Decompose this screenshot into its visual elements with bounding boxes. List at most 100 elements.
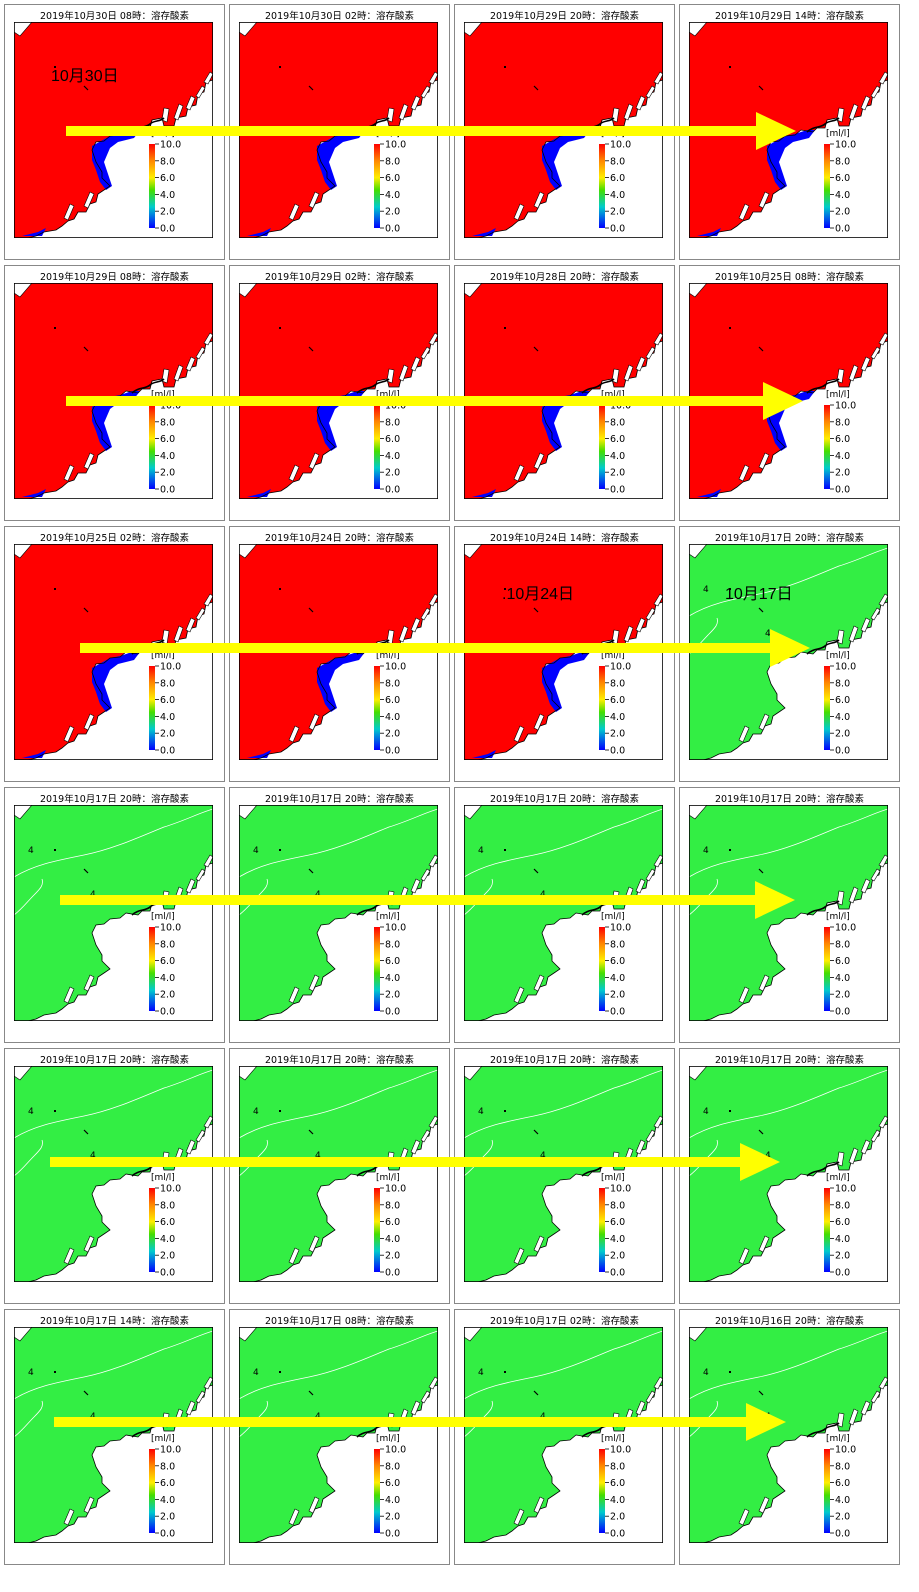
- colorbar-tick-label: 0.0: [385, 1007, 400, 1018]
- contour-label: 4: [703, 585, 709, 595]
- panel-title: 2019年10月17日 20時：溶存酸素: [265, 1055, 414, 1066]
- colorbar-tick-label: 10.0: [835, 1445, 856, 1456]
- colorbar-tick-label: 10.0: [160, 401, 181, 412]
- colorbar-tick-label: 6.0: [835, 956, 850, 967]
- unit-label: [ml/l]: [601, 1434, 625, 1444]
- colorbar-tick-label: 0.0: [610, 224, 625, 235]
- colorbar-tick-label: 10.0: [610, 401, 631, 412]
- colorbar: 10.0 8.0 6.0 4.0 2.0 0.0: [824, 140, 856, 235]
- colorbar-tick-label: 10.0: [610, 923, 631, 934]
- colorbar-tick-label: 2.0: [385, 729, 400, 740]
- colorbar-tick-label: 10.0: [610, 140, 631, 151]
- panel-title: 2019年10月29日 20時：溶存酸素: [490, 11, 639, 22]
- colorbar-tick-label: 6.0: [610, 956, 625, 967]
- panel-title: 2019年10月28日 20時：溶存酸素: [490, 272, 639, 283]
- colorbar: 10.0 8.0 6.0 4.0 2.0 0.0: [824, 401, 856, 496]
- contour-line: [464, 808, 663, 878]
- colorbar-tick-label: 4.0: [835, 973, 850, 984]
- colorbar-tick-label: 0.0: [160, 485, 175, 496]
- colorbar-tick-label: 10.0: [385, 662, 406, 673]
- colorbar-tick-label: 6.0: [610, 695, 625, 706]
- colorbar-tick-label: 4.0: [385, 1234, 400, 1245]
- colorbar-tick-label: 4.0: [610, 451, 625, 462]
- unit-label: [ml/l]: [601, 1173, 625, 1183]
- colorbar-tick-label: 8.0: [385, 1200, 400, 1211]
- colorbar-tick-label: 10.0: [160, 662, 181, 673]
- contour-label: 4: [253, 1368, 259, 1378]
- annotation-oct24: .10月24日: [502, 586, 575, 603]
- colorbar-tick-label: 10.0: [610, 662, 631, 673]
- colorbar-tick-label: 6.0: [160, 956, 175, 967]
- colorbar-tick-label: 6.0: [160, 434, 175, 445]
- colorbar-tick-label: 2.0: [160, 1251, 175, 1262]
- colorbar-tick-label: 8.0: [385, 939, 400, 950]
- contour-line: [239, 808, 438, 878]
- annotation-oct17: 10月17日: [725, 586, 793, 603]
- bay-map: 44: [464, 1066, 663, 1282]
- bay-map: 44: [239, 805, 438, 1021]
- colorbar-tick-label: 0.0: [385, 1529, 400, 1540]
- colorbar-tick-label: 8.0: [160, 1461, 175, 1472]
- contour-line: [689, 1330, 888, 1400]
- colorbar-tick-label: 2.0: [385, 468, 400, 479]
- colorbar: 10.0 8.0 6.0 4.0 2.0 0.0: [374, 923, 406, 1018]
- colorbar-tick-label: 8.0: [160, 1200, 175, 1211]
- colorbar: 10.0 8.0 6.0 4.0 2.0 0.0: [374, 401, 406, 496]
- bay-map: [14, 283, 213, 499]
- panel-title: 2019年10月30日 02時：溶存酸素: [265, 11, 414, 22]
- panel-title: 2019年10月24日 20時：溶存酸素: [265, 533, 414, 544]
- colorbar: 10.0 8.0 6.0 4.0 2.0 0.0: [149, 662, 181, 757]
- unit-label: [ml/l]: [376, 1173, 400, 1183]
- colorbar-tick-label: 6.0: [610, 173, 625, 184]
- colorbar: 10.0 8.0 6.0 4.0 2.0 0.0: [374, 1445, 406, 1540]
- colorbar: 10.0 8.0 6.0 4.0 2.0 0.0: [149, 140, 181, 235]
- contour-label: 4: [478, 846, 484, 856]
- colorbar-tick-label: 8.0: [835, 1200, 850, 1211]
- colorbar-tick-label: 4.0: [610, 190, 625, 201]
- contour-line: [689, 1069, 888, 1139]
- colorbar-tick-label: 6.0: [385, 434, 400, 445]
- colorbar-tick-label: 2.0: [835, 1251, 850, 1262]
- panel-title: 2019年10月25日 02時：溶存酸素: [40, 533, 189, 544]
- colorbar-tick-label: 10.0: [385, 923, 406, 934]
- contour-label: 4: [478, 1107, 484, 1117]
- unit-label: [ml/l]: [601, 651, 625, 661]
- contour-line: [239, 1069, 438, 1139]
- colorbar-tick-label: 0.0: [610, 746, 625, 757]
- unit-label: [ml/l]: [376, 390, 400, 400]
- unit-label: [ml/l]: [826, 651, 850, 661]
- unit-label: [ml/l]: [151, 390, 175, 400]
- colorbar-tick-label: 8.0: [160, 417, 175, 428]
- panel-title: 2019年10月30日 08時：溶存酸素: [40, 11, 189, 22]
- contour-label: 4: [28, 1107, 34, 1117]
- colorbar-tick-label: 2.0: [835, 1512, 850, 1523]
- contour-label: 4: [703, 1107, 709, 1117]
- map-panel: 2019年10月29日 02時：溶存酸素 [ml/l] 10.0 8.0 6.0 4.0 2…: [229, 265, 450, 521]
- colorbar: 10.0 8.0 6.0 4.0 2.0 0.0: [149, 923, 181, 1018]
- colorbar-tick-label: 8.0: [835, 417, 850, 428]
- colorbar-tick-label: 4.0: [385, 451, 400, 462]
- map-panel: 2019年10月25日 08時：溶存酸素 [ml/l] 10.0 8.0 6.0 4.0 2…: [679, 265, 900, 521]
- contour-line: [14, 1330, 213, 1400]
- colorbar-tick-label: 4.0: [385, 712, 400, 723]
- colorbar-tick-label: 6.0: [610, 1478, 625, 1489]
- contour-line: [689, 808, 888, 878]
- colorbar: 10.0 8.0 6.0 4.0 2.0 0.0: [824, 1184, 856, 1279]
- colorbar-tick-label: 2.0: [610, 729, 625, 740]
- colorbar-tick-label: 2.0: [160, 1512, 175, 1523]
- contour-line: [14, 1069, 213, 1139]
- bay-map: 44: [239, 1327, 438, 1543]
- colorbar-tick-label: 6.0: [385, 173, 400, 184]
- panel-title: 2019年10月17日 20時：溶存酸素: [40, 794, 189, 805]
- colorbar-tick-label: 4.0: [835, 190, 850, 201]
- colorbar: 10.0 8.0 6.0 4.0 2.0 0.0: [599, 662, 631, 757]
- anoxic-water-zone: [317, 130, 365, 190]
- colorbar-tick-label: 0.0: [610, 1007, 625, 1018]
- colorbar-tick-label: 8.0: [385, 1461, 400, 1472]
- sea-area: [689, 283, 888, 499]
- colorbar-tick-label: 0.0: [835, 1268, 850, 1279]
